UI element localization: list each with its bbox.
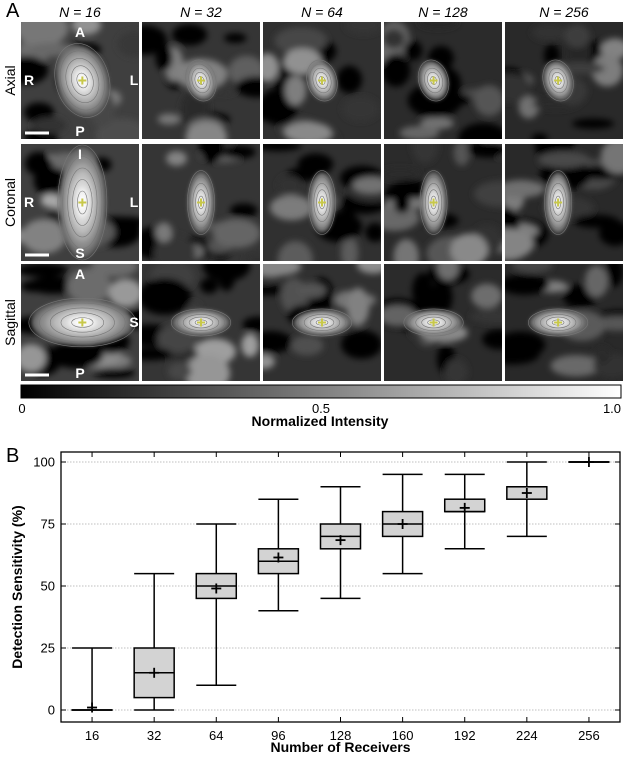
row-label: Axial (2, 65, 18, 95)
box-128 (319, 486, 362, 600)
column-header: N = 32 (180, 4, 222, 20)
box-160 (381, 473, 424, 575)
image-cell (142, 264, 260, 381)
x-tick-label: 32 (147, 728, 161, 743)
y-axis-title: Detection Sensitivity (%) (9, 505, 25, 668)
orient-bottom: S (75, 245, 84, 261)
colorbar-tick-1.0: 1.0 (603, 401, 621, 416)
orient-bottom: P (75, 123, 84, 139)
y-tick-label: 50 (41, 579, 55, 594)
column-header: N = 256 (539, 4, 589, 20)
panel-b-label: B (6, 445, 19, 467)
row-labels: Axial Coronal Sagittal (2, 65, 18, 346)
colorbar: 0 0.5 1.0 Normalized Intensity (18, 384, 622, 429)
colorbar-gradient (20, 384, 622, 399)
row-label: Coronal (2, 178, 18, 227)
box-plot: 0 25 50 75 100 16 32 64 96 128 160 192 224 256 Number … (9, 451, 621, 755)
orient-left: R (24, 72, 34, 88)
x-tick-label: 192 (454, 728, 476, 743)
colorbar-tick-0.5: 0.5 (312, 401, 330, 416)
orient-right: L (130, 194, 139, 210)
column-header: N = 64 (301, 4, 343, 20)
orient-top: A (75, 266, 85, 282)
image-cell (142, 22, 260, 139)
colorbar-tick-0: 0 (18, 401, 25, 416)
x-tick-label: 160 (392, 728, 414, 743)
x-axis-title: Number of Receivers (270, 739, 410, 755)
image-cell (263, 22, 381, 139)
image-cell (505, 22, 623, 139)
image-cell (263, 264, 381, 381)
y-tick-label: 25 (41, 641, 55, 656)
column-header: N = 16 (59, 4, 101, 20)
x-tick-label: 16 (85, 728, 99, 743)
image-cell (142, 144, 260, 261)
image-cell (384, 22, 502, 139)
box-96 (257, 498, 300, 612)
x-tick-label: 96 (271, 728, 285, 743)
column-headers: N = 16 N = 32 N = 64 N = 128 N = 256 (59, 4, 589, 20)
box-192 (443, 473, 486, 550)
box-16 (71, 647, 113, 713)
box-256 (568, 457, 610, 467)
orient-right: S (129, 314, 138, 330)
orient-left: R (24, 194, 34, 210)
orient-top: I (78, 146, 82, 162)
box-32 (133, 572, 175, 711)
y-tick-label: 75 (41, 517, 55, 532)
orient-top: A (75, 24, 85, 40)
x-tick-label: 64 (209, 728, 223, 743)
image-cell (505, 264, 623, 381)
x-tick-label: 128 (330, 728, 352, 743)
box-224 (506, 461, 548, 538)
orient-right: L (130, 72, 139, 88)
image-cell: A P S (21, 264, 139, 381)
panel-a-label: A (6, 0, 20, 22)
x-tick-label: 256 (578, 728, 600, 743)
image-cell: I S R L (21, 144, 139, 261)
image-cell: A P R L (21, 22, 139, 139)
orient-bottom: P (75, 365, 84, 381)
image-cell (263, 144, 381, 261)
image-cell (384, 144, 502, 261)
image-grid: A P R L I S R L A P S (21, 22, 623, 381)
x-tick-label: 224 (516, 728, 538, 743)
column-header: N = 128 (418, 4, 468, 20)
image-cell (505, 144, 623, 261)
colorbar-title: Normalized Intensity (252, 413, 389, 429)
row-label: Sagittal (2, 299, 18, 346)
box-64 (195, 523, 238, 686)
image-cell (384, 264, 502, 381)
y-tick-label: 100 (33, 455, 55, 470)
y-tick-label: 0 (48, 703, 55, 718)
